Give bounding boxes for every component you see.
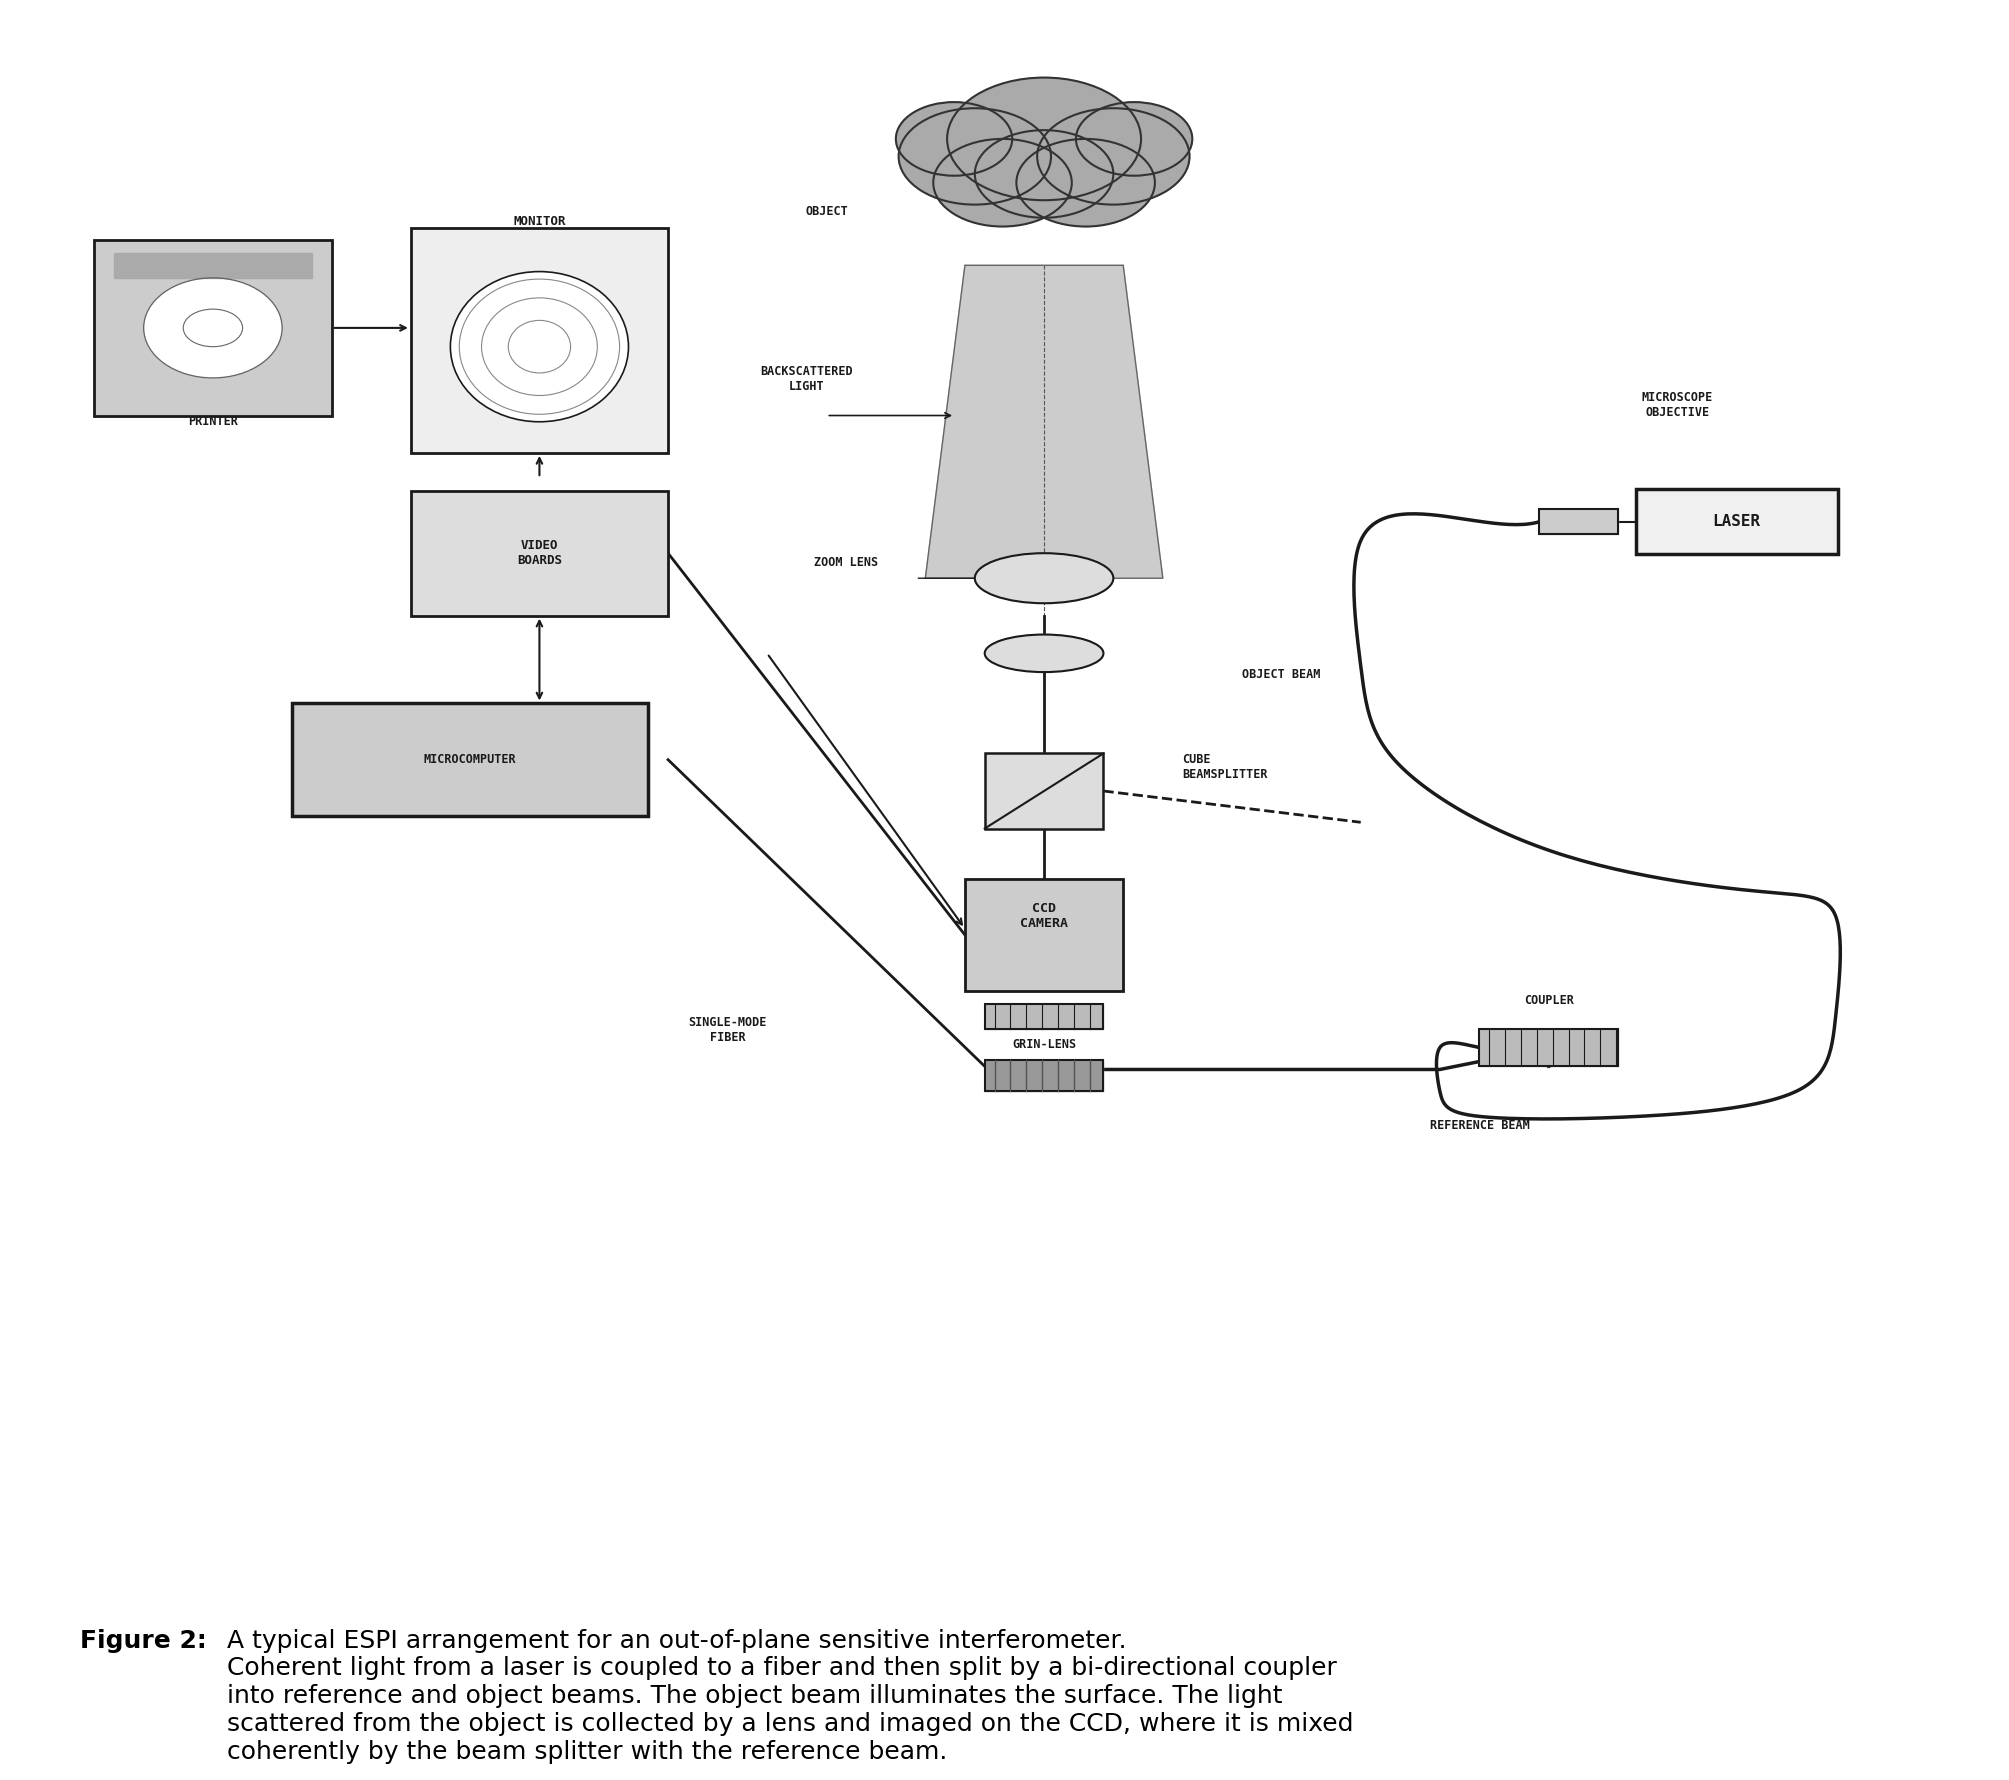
Circle shape bbox=[946, 78, 1141, 199]
Circle shape bbox=[974, 130, 1113, 217]
Bar bbox=[410, 228, 669, 454]
Bar bbox=[410, 491, 669, 616]
Circle shape bbox=[1077, 101, 1191, 176]
Text: PRINTER: PRINTER bbox=[189, 415, 237, 429]
Text: VIDEO
BOARDS: VIDEO BOARDS bbox=[516, 539, 563, 568]
Text: MONITOR: MONITOR bbox=[512, 215, 567, 228]
Bar bbox=[1539, 509, 1617, 534]
Bar bbox=[94, 240, 331, 415]
Circle shape bbox=[1037, 109, 1189, 205]
Text: GRIN-LENS: GRIN-LENS bbox=[1013, 1038, 1077, 1050]
Circle shape bbox=[898, 109, 1051, 205]
Ellipse shape bbox=[450, 272, 629, 422]
Text: MICROCOMPUTER: MICROCOMPUTER bbox=[424, 753, 516, 765]
Circle shape bbox=[934, 139, 1071, 226]
Bar bbox=[410, 228, 669, 454]
Text: MICROSCOPE
OBJECTIVE: MICROSCOPE OBJECTIVE bbox=[1641, 390, 1714, 418]
Bar bbox=[410, 491, 669, 616]
Text: Figure 2:: Figure 2: bbox=[80, 1629, 207, 1652]
Text: SINGLE-MODE
FIBER: SINGLE-MODE FIBER bbox=[689, 1016, 767, 1045]
Text: OBJECT: OBJECT bbox=[806, 205, 848, 219]
Ellipse shape bbox=[974, 554, 1113, 603]
Text: COUPLER: COUPLER bbox=[1523, 993, 1573, 1007]
Circle shape bbox=[896, 101, 1013, 176]
Bar bbox=[291, 703, 649, 815]
Text: REFERENCE BEAM: REFERENCE BEAM bbox=[1430, 1120, 1529, 1132]
Bar bbox=[94, 240, 331, 415]
Text: OBJECT BEAM: OBJECT BEAM bbox=[1242, 668, 1320, 682]
Bar bbox=[984, 753, 1103, 828]
Ellipse shape bbox=[143, 278, 281, 377]
Text: ZOOM LENS: ZOOM LENS bbox=[814, 555, 878, 568]
Bar bbox=[964, 879, 1123, 991]
Bar bbox=[291, 703, 649, 815]
FancyBboxPatch shape bbox=[1635, 490, 1838, 554]
Text: LASER: LASER bbox=[1712, 514, 1760, 529]
Bar bbox=[115, 253, 311, 278]
Bar bbox=[984, 1061, 1103, 1091]
Bar bbox=[984, 753, 1103, 828]
Bar bbox=[984, 1004, 1103, 1029]
Bar bbox=[984, 1004, 1103, 1029]
Circle shape bbox=[1017, 139, 1155, 226]
Bar bbox=[1479, 1029, 1617, 1066]
Text: CUBE
BEAMSPLITTER: CUBE BEAMSPLITTER bbox=[1183, 753, 1268, 781]
Bar bbox=[1539, 509, 1617, 534]
Text: BACKSCATTERED
LIGHT: BACKSCATTERED LIGHT bbox=[759, 365, 854, 393]
Text: CCD
CAMERA: CCD CAMERA bbox=[1021, 902, 1069, 931]
Bar bbox=[984, 1061, 1103, 1091]
Bar bbox=[1479, 1029, 1617, 1066]
Polygon shape bbox=[926, 265, 1163, 578]
Ellipse shape bbox=[984, 634, 1103, 673]
Text: A typical ESPI arrangement for an out-of-plane sensitive interferometer.
Coheren: A typical ESPI arrangement for an out-of… bbox=[227, 1629, 1354, 1764]
Circle shape bbox=[183, 310, 243, 347]
Bar bbox=[964, 879, 1123, 991]
